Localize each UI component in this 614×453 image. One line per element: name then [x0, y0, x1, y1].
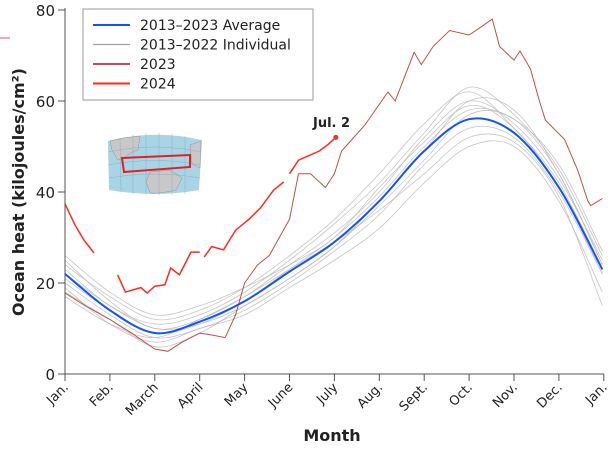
line-2024-segment: [288, 136, 337, 175]
line-2023: [64, 18, 603, 352]
inset-map-icon: [107, 133, 202, 195]
average-line: [64, 117, 604, 335]
individual-year-line: [64, 86, 603, 325]
x-tick-label: March: [123, 380, 162, 419]
x-axis-label: Month: [303, 426, 360, 445]
y-axis-label: Ocean heat (kilojoules/cm²): [9, 68, 28, 316]
y-tick-label: 80: [36, 2, 55, 20]
legend-label: 2023: [140, 57, 176, 73]
y-tick-label: 20: [36, 275, 55, 293]
y-tick-label: 40: [36, 184, 55, 202]
highlight-lines: [64, 18, 604, 352]
line-2024-segment: [116, 251, 200, 294]
x-tick-label: June: [265, 380, 296, 411]
x-tick-label: Jan.: [582, 380, 610, 408]
x-tick-label: Sept.: [397, 380, 431, 414]
x-tick-label: Aug.: [355, 380, 386, 411]
y-tick-label: 0: [45, 366, 55, 384]
x-tick-label: Nov.: [490, 380, 521, 411]
x-tick-label: Dec.: [534, 380, 565, 411]
legend-label: 2024: [140, 77, 176, 93]
line-2024-segment: [203, 181, 285, 258]
x-tick-label: Feb.: [87, 380, 117, 410]
legend-label: 2013–2023 Average: [140, 18, 280, 34]
x-tick-label: July: [313, 380, 341, 408]
x-tick-label: Oct.: [447, 380, 476, 409]
line-2024-segment: [64, 203, 95, 254]
legend: 2013–2023 Average 2013–2022 Individual 202…: [82, 8, 314, 101]
x-tick-label: Jan.: [43, 380, 71, 408]
x-tick-label: April: [175, 380, 207, 412]
individual-year-line: [64, 100, 603, 330]
x-tick-label: May: [222, 380, 252, 410]
individual-year-line: [64, 110, 603, 348]
individual-year-line: [64, 97, 603, 331]
individual-year-line: [64, 104, 603, 316]
individual-year-line: [64, 140, 603, 343]
legend-label: 2013–2022 Individual: [140, 38, 291, 54]
annotation-label: Jul. 2: [312, 116, 350, 131]
jul-2-point: [333, 134, 339, 140]
y-tick-label: 60: [36, 93, 55, 111]
